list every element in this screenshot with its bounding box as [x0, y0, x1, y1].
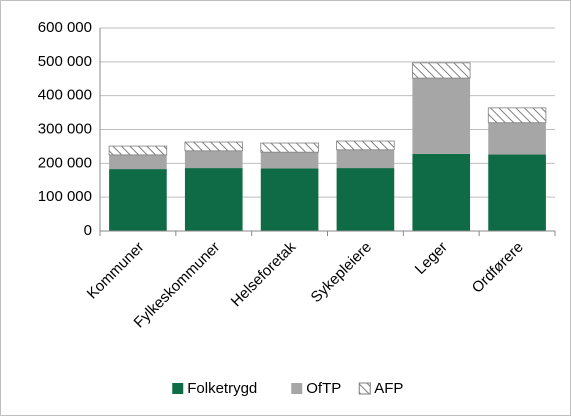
bar-segment [336, 140, 395, 151]
bar-segment [412, 78, 471, 154]
legend-swatch [291, 383, 303, 394]
legend-swatch [358, 382, 371, 395]
bar-segment [412, 153, 471, 231]
y-tick-label: 500 000 [38, 53, 92, 70]
y-tick-label: 100 000 [38, 188, 92, 205]
bar-segment [488, 122, 546, 155]
y-tick-label: 300 000 [38, 120, 92, 137]
bar-segment [108, 145, 168, 156]
legend-label: OfTP [306, 380, 341, 397]
legend-swatch [172, 383, 184, 394]
y-tick-label: 600 000 [38, 19, 92, 36]
bar-segment [260, 152, 319, 169]
bar-segment [109, 169, 167, 231]
bar-segment [260, 142, 319, 153]
legend-label: AFP [374, 380, 403, 397]
bar-segment [260, 168, 319, 231]
bar-segment [109, 154, 167, 170]
legend-label: Folketrygd [187, 380, 257, 397]
bar-segment [487, 107, 547, 124]
bar-segment [184, 168, 243, 231]
bar-segment [488, 154, 546, 231]
y-tick-label: 400 000 [38, 87, 92, 104]
y-tick-label: 200 000 [38, 154, 92, 171]
bar-segment [336, 149, 395, 169]
y-tick-label: 0 [84, 222, 92, 239]
bar-segment [184, 150, 243, 169]
bar-segment [412, 62, 471, 79]
bar-segment [336, 168, 395, 231]
bar-segment [184, 141, 243, 152]
